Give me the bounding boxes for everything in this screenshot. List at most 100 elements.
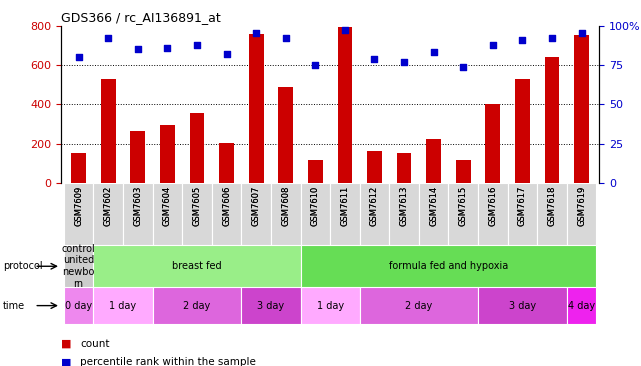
Text: GSM7613: GSM7613 bbox=[399, 186, 408, 227]
Point bbox=[488, 42, 498, 48]
Point bbox=[133, 46, 143, 52]
Point bbox=[310, 62, 320, 68]
Point bbox=[162, 45, 172, 51]
Text: GSM7605: GSM7605 bbox=[192, 186, 201, 226]
Bar bbox=[567, 183, 596, 245]
Bar bbox=[130, 131, 146, 183]
Point bbox=[517, 37, 528, 43]
Bar bbox=[219, 143, 234, 183]
Point bbox=[74, 54, 84, 60]
Bar bbox=[330, 183, 360, 245]
Bar bbox=[123, 183, 153, 245]
Text: protocol: protocol bbox=[3, 261, 43, 271]
Bar bbox=[301, 287, 360, 324]
Text: GSM7619: GSM7619 bbox=[577, 186, 586, 226]
Point bbox=[547, 35, 557, 41]
Text: GSM7619: GSM7619 bbox=[577, 186, 586, 226]
Text: GSM7602: GSM7602 bbox=[104, 186, 113, 226]
Text: GSM7616: GSM7616 bbox=[488, 186, 497, 227]
Bar bbox=[64, 245, 94, 287]
Bar bbox=[64, 287, 94, 324]
Bar bbox=[508, 183, 537, 245]
Text: GSM7617: GSM7617 bbox=[518, 186, 527, 227]
Text: GSM7607: GSM7607 bbox=[252, 186, 261, 227]
Bar bbox=[515, 79, 530, 183]
Text: GDS366 / rc_AI136891_at: GDS366 / rc_AI136891_at bbox=[61, 11, 221, 25]
Bar bbox=[242, 287, 301, 324]
Text: 4 day: 4 day bbox=[568, 300, 595, 311]
Text: percentile rank within the sample: percentile rank within the sample bbox=[80, 357, 256, 366]
Bar bbox=[367, 150, 382, 183]
Text: GSM7618: GSM7618 bbox=[547, 186, 556, 227]
Bar bbox=[190, 113, 204, 183]
Text: ■: ■ bbox=[61, 339, 71, 349]
Point bbox=[399, 59, 409, 65]
Bar bbox=[160, 125, 175, 183]
Bar bbox=[419, 183, 449, 245]
Bar bbox=[574, 36, 589, 183]
Bar bbox=[485, 104, 500, 183]
Text: GSM7616: GSM7616 bbox=[488, 186, 497, 227]
Bar bbox=[360, 183, 389, 245]
Text: 1 day: 1 day bbox=[110, 300, 137, 311]
Text: 2 day: 2 day bbox=[405, 300, 433, 311]
Text: 1 day: 1 day bbox=[317, 300, 344, 311]
Text: GSM7614: GSM7614 bbox=[429, 186, 438, 226]
Bar bbox=[153, 287, 242, 324]
Bar bbox=[71, 153, 86, 183]
Point bbox=[340, 27, 350, 33]
Bar bbox=[567, 287, 596, 324]
Text: 2 day: 2 day bbox=[183, 300, 211, 311]
Bar bbox=[301, 183, 330, 245]
Bar bbox=[545, 57, 560, 183]
Bar bbox=[101, 79, 115, 183]
Text: GSM7608: GSM7608 bbox=[281, 186, 290, 227]
Text: GSM7613: GSM7613 bbox=[399, 186, 408, 227]
Bar bbox=[94, 245, 301, 287]
Point bbox=[281, 35, 291, 41]
Point bbox=[369, 56, 379, 61]
Point bbox=[251, 31, 262, 37]
Bar bbox=[389, 183, 419, 245]
Point bbox=[429, 49, 439, 55]
Text: GSM7603: GSM7603 bbox=[133, 186, 142, 227]
Text: ■: ■ bbox=[61, 357, 71, 366]
Text: GSM7615: GSM7615 bbox=[459, 186, 468, 226]
Text: control
united
newbo
rn: control united newbo rn bbox=[62, 244, 96, 289]
Point bbox=[192, 42, 202, 48]
Text: GSM7603: GSM7603 bbox=[133, 186, 142, 227]
Text: GSM7609: GSM7609 bbox=[74, 186, 83, 226]
Text: count: count bbox=[80, 339, 110, 349]
Point bbox=[576, 31, 587, 37]
Text: GSM7610: GSM7610 bbox=[311, 186, 320, 226]
Bar bbox=[278, 87, 293, 183]
Text: GSM7609: GSM7609 bbox=[74, 186, 83, 226]
Bar bbox=[426, 139, 441, 183]
Text: GSM7611: GSM7611 bbox=[340, 186, 349, 226]
Bar bbox=[456, 160, 470, 183]
Bar bbox=[242, 183, 271, 245]
Bar bbox=[301, 245, 596, 287]
Bar bbox=[94, 183, 123, 245]
Text: breast fed: breast fed bbox=[172, 261, 222, 271]
Text: GSM7608: GSM7608 bbox=[281, 186, 290, 227]
Bar bbox=[478, 183, 508, 245]
Bar bbox=[537, 183, 567, 245]
Bar bbox=[182, 183, 212, 245]
Text: 0 day: 0 day bbox=[65, 300, 92, 311]
Text: GSM7606: GSM7606 bbox=[222, 186, 231, 227]
Text: 3 day: 3 day bbox=[509, 300, 536, 311]
Text: GSM7615: GSM7615 bbox=[459, 186, 468, 226]
Point bbox=[458, 64, 469, 70]
Bar bbox=[397, 153, 412, 183]
Text: GSM7605: GSM7605 bbox=[192, 186, 201, 226]
Text: time: time bbox=[3, 300, 26, 311]
Text: GSM7611: GSM7611 bbox=[340, 186, 349, 226]
Bar bbox=[64, 183, 94, 245]
Bar bbox=[212, 183, 242, 245]
Text: GSM7610: GSM7610 bbox=[311, 186, 320, 226]
Bar bbox=[308, 160, 322, 183]
Text: GSM7614: GSM7614 bbox=[429, 186, 438, 226]
Bar bbox=[478, 287, 567, 324]
Text: GSM7612: GSM7612 bbox=[370, 186, 379, 226]
